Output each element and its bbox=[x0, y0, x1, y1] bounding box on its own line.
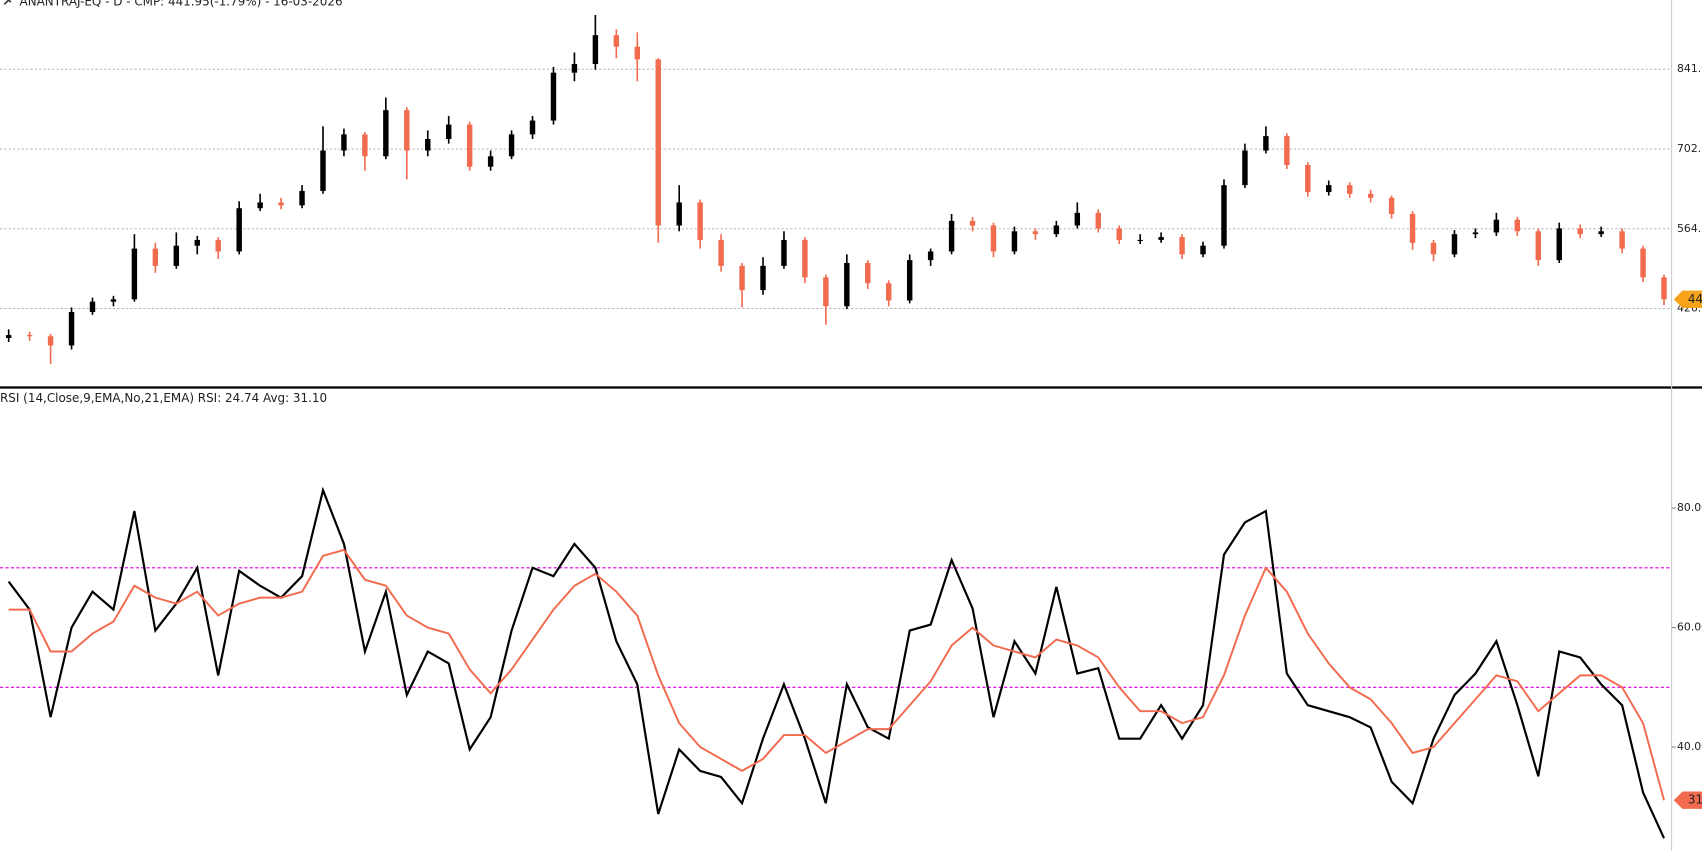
candle-body bbox=[1514, 219, 1521, 232]
candle-body bbox=[1305, 164, 1311, 193]
y-tick-label: 702.6 bbox=[1677, 142, 1702, 155]
y-tick-label: 841.0 bbox=[1677, 62, 1702, 75]
candle-body bbox=[47, 336, 54, 346]
candle-body bbox=[1598, 231, 1604, 235]
candle-body bbox=[592, 35, 599, 65]
rsi-title: RSI (14,Close,9,EMA,No,21,EMA) RSI: 24.7… bbox=[0, 391, 327, 405]
candle-body bbox=[655, 59, 661, 226]
y-tick-label: 60.00 bbox=[1677, 621, 1702, 634]
candle-body bbox=[1640, 248, 1646, 278]
candle-body bbox=[278, 202, 284, 206]
candle-body bbox=[1242, 150, 1248, 186]
candle-body bbox=[760, 265, 766, 291]
candle-body bbox=[1158, 237, 1164, 240]
candle-body bbox=[1116, 228, 1122, 240]
candle-body bbox=[1619, 231, 1625, 249]
candle-body bbox=[1472, 232, 1479, 235]
candle-body bbox=[1346, 185, 1353, 194]
candle-body bbox=[948, 220, 955, 252]
candle-body bbox=[5, 335, 12, 338]
y-tick-label: 40.00 bbox=[1677, 740, 1702, 753]
candle-body bbox=[425, 138, 431, 151]
candle-body bbox=[718, 239, 724, 266]
title-icon bbox=[3, 0, 12, 5]
candle-body bbox=[927, 251, 934, 261]
candle-body bbox=[1451, 234, 1458, 255]
candle-body bbox=[529, 120, 536, 135]
candle-body bbox=[969, 220, 976, 226]
last-price-marker-label: 441.95 bbox=[1688, 292, 1702, 306]
candle-body bbox=[194, 239, 200, 246]
candle-body bbox=[634, 46, 641, 60]
candle-body bbox=[215, 239, 221, 252]
candle-body bbox=[676, 202, 682, 226]
candle-body bbox=[383, 110, 389, 157]
candle-body bbox=[1430, 242, 1437, 255]
candle-body bbox=[466, 124, 473, 167]
candle-body bbox=[152, 248, 159, 266]
candle-body bbox=[906, 260, 913, 301]
candle-body bbox=[1095, 212, 1101, 229]
candle-body bbox=[1263, 136, 1269, 151]
candle-body bbox=[802, 239, 808, 278]
candle-body bbox=[404, 110, 410, 151]
candle-body bbox=[173, 245, 180, 266]
candle-body bbox=[1137, 239, 1143, 242]
candle-body bbox=[990, 225, 997, 252]
candle-body bbox=[236, 208, 242, 252]
candle-body bbox=[445, 124, 452, 139]
last-price-marker bbox=[1673, 290, 1702, 309]
candle-body bbox=[1493, 219, 1500, 233]
candle-body bbox=[781, 239, 787, 266]
candle-body bbox=[131, 248, 138, 300]
candle-body bbox=[320, 150, 326, 191]
candle-body bbox=[1179, 237, 1185, 255]
candle-body bbox=[1661, 277, 1667, 300]
price-title: ANANTRAJ-EQ - D - CMP: 441.95(-1.79%) - … bbox=[20, 0, 343, 9]
candle-body bbox=[1221, 185, 1227, 246]
candle-body bbox=[487, 156, 494, 167]
candle-body bbox=[68, 312, 75, 346]
candle-body bbox=[341, 134, 347, 151]
series-line bbox=[8, 548, 1665, 801]
candle-body bbox=[1074, 212, 1081, 226]
last-avg-marker-label: 31.1 bbox=[1688, 793, 1702, 807]
candle-body bbox=[110, 299, 117, 302]
candle-body bbox=[886, 283, 892, 301]
candle-body bbox=[1284, 136, 1290, 165]
candle-body bbox=[865, 262, 871, 284]
candle-body bbox=[89, 301, 96, 313]
candle-body bbox=[1053, 225, 1060, 235]
candle-body bbox=[1032, 231, 1039, 235]
y-tick-label: 564.3 bbox=[1677, 222, 1702, 235]
candle-body bbox=[571, 64, 578, 73]
candle-body bbox=[1577, 228, 1583, 235]
candle-body bbox=[1535, 231, 1542, 261]
candle-body bbox=[697, 202, 703, 240]
candle-body bbox=[1011, 231, 1018, 252]
candle-body bbox=[613, 35, 620, 47]
candle-body bbox=[1388, 197, 1395, 214]
candle-body bbox=[844, 262, 850, 307]
candle-body bbox=[257, 202, 263, 209]
candle-body bbox=[26, 335, 33, 337]
candle-body bbox=[1556, 228, 1562, 261]
candle-body bbox=[550, 72, 557, 121]
y-tick-label: 80.00 bbox=[1677, 501, 1702, 514]
candle-body bbox=[508, 134, 515, 157]
candle-body bbox=[739, 265, 745, 291]
series-line bbox=[7, 486, 1665, 839]
candle-body bbox=[299, 190, 305, 206]
candle-body bbox=[362, 134, 368, 157]
candle-body bbox=[1409, 213, 1416, 243]
candle-body bbox=[1200, 245, 1206, 255]
candle-body bbox=[823, 277, 829, 307]
candle-body bbox=[1326, 185, 1332, 193]
candle-body bbox=[1367, 193, 1374, 198]
last-avg-marker bbox=[1673, 791, 1702, 809]
